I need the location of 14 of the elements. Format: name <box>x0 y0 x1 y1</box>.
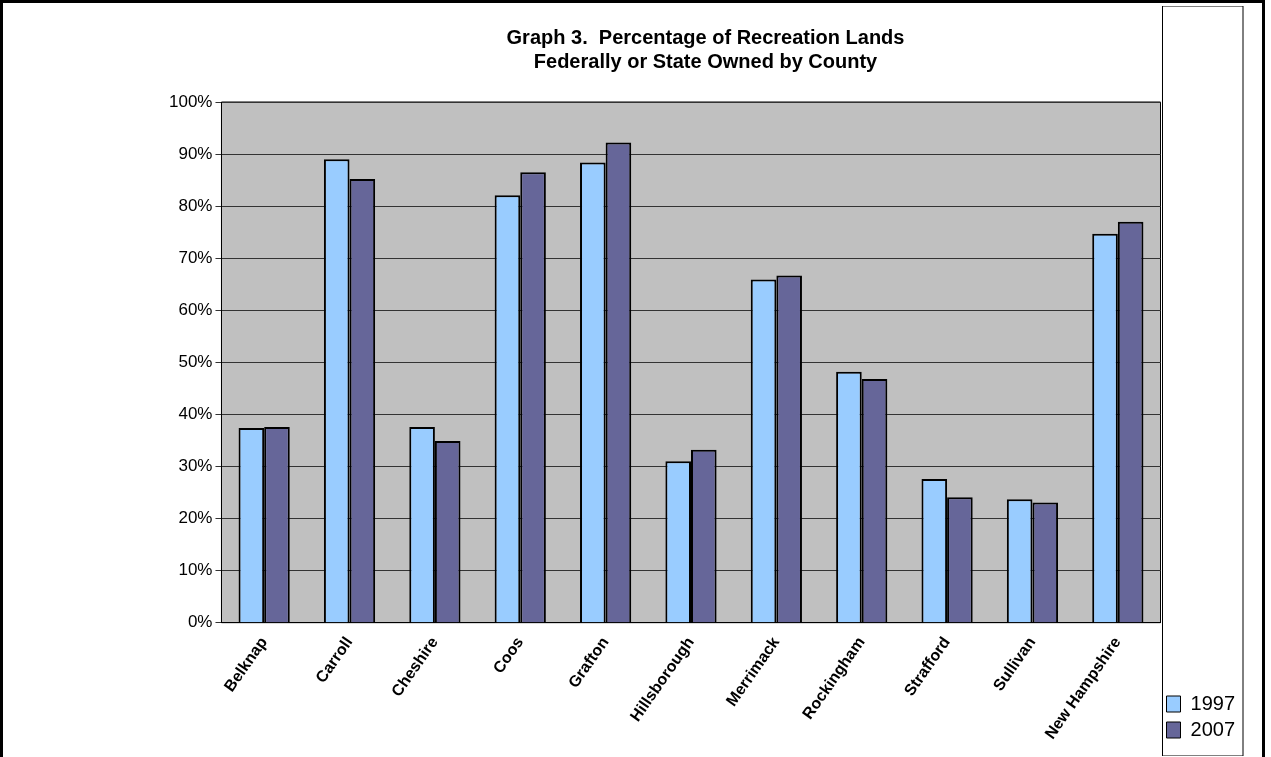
y-tick-label: 0% <box>187 612 213 632</box>
y-tick-label: 90% <box>178 143 213 163</box>
y-tick-label: 30% <box>178 456 213 476</box>
y-tick-label: 10% <box>178 560 213 580</box>
y-tick-label: 50% <box>178 352 213 372</box>
y-tick-label: 20% <box>178 508 213 528</box>
legend-label: 1997 <box>1190 691 1236 714</box>
y-tick-label: 80% <box>178 195 213 215</box>
y-tick-label: 100% <box>169 91 213 111</box>
y-tick-label: 70% <box>178 247 213 267</box>
y-tick-label: 60% <box>178 299 213 319</box>
y-tick-label: 40% <box>178 404 213 424</box>
legend-label: 2007 <box>1190 717 1236 740</box>
chart-title: Graph 3. Percentage of Recreation Lands Federally or State Owned by County <box>506 25 905 72</box>
